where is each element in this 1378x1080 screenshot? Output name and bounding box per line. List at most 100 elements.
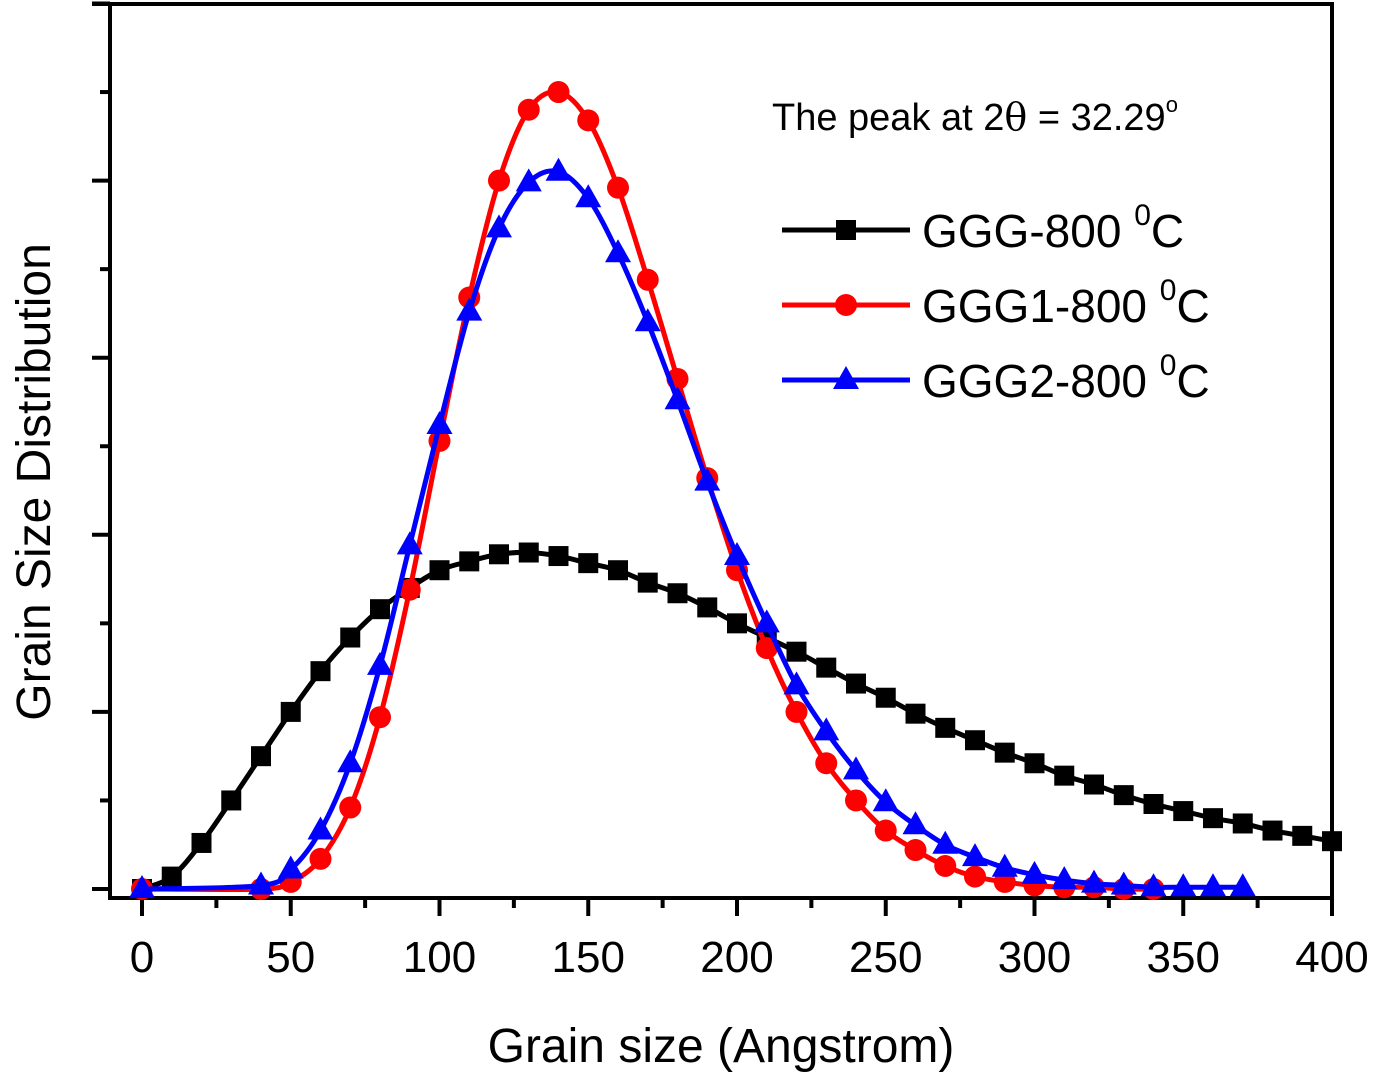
x-axis-title: Grain size (Angstrom)	[488, 1020, 955, 1073]
data-point	[248, 871, 274, 895]
data-point	[1081, 869, 1107, 893]
data-point	[1322, 831, 1342, 852]
legend-degree-sup: 0	[1134, 199, 1151, 232]
data-point	[456, 297, 483, 321]
data-point	[577, 109, 600, 132]
data-point	[935, 717, 956, 738]
data-point	[634, 308, 661, 332]
data-point	[429, 560, 450, 581]
data-point	[815, 752, 838, 775]
data-point	[845, 789, 867, 812]
x-tick-label: 250	[849, 933, 922, 982]
data-point	[575, 184, 602, 208]
data-point	[221, 790, 242, 811]
data-point	[904, 839, 927, 862]
data-point	[755, 637, 778, 660]
theta-symbol: θ	[1004, 95, 1027, 139]
data-point	[962, 843, 988, 867]
x-tick-label: 0	[130, 933, 154, 982]
data-point	[518, 542, 539, 563]
data-point	[545, 157, 572, 181]
data-point	[129, 875, 155, 898]
data-point	[339, 796, 362, 819]
legend-marker	[835, 294, 857, 316]
legend-entry: GGG2-800 0C	[782, 349, 1210, 407]
data-point	[994, 742, 1015, 763]
data-point	[370, 599, 390, 620]
data-point	[964, 865, 986, 888]
data-point	[1140, 873, 1167, 897]
data-point	[637, 572, 658, 593]
data-point	[1110, 871, 1137, 895]
data-point	[1262, 820, 1283, 841]
x-tick-label: 400	[1295, 933, 1368, 982]
x-tick-label: 200	[700, 933, 773, 982]
data-point	[934, 854, 957, 877]
data-point	[813, 717, 840, 741]
data-point	[1084, 774, 1104, 795]
data-point	[340, 627, 361, 648]
data-point	[905, 703, 926, 724]
data-point	[1232, 813, 1253, 834]
data-point	[337, 749, 364, 773]
data-point	[517, 98, 540, 121]
data-point	[489, 544, 509, 565]
legend-label: GGG1-800 0C	[922, 274, 1210, 332]
data-point	[398, 578, 421, 601]
data-point	[1021, 860, 1048, 884]
data-point	[488, 169, 510, 192]
data-point	[307, 816, 334, 840]
data-point	[697, 597, 718, 618]
data-point	[694, 467, 721, 491]
data-point	[902, 811, 929, 835]
data-point	[991, 853, 1018, 877]
legend-label-name: GGG2-800	[922, 355, 1160, 407]
data-point	[843, 756, 869, 780]
series-circle	[131, 81, 1165, 900]
x-tick-label: 350	[1147, 933, 1220, 982]
data-point	[1054, 765, 1075, 786]
y-axis-title: Grain Size Distribution	[8, 243, 61, 721]
data-point	[785, 700, 808, 723]
legend-label-name: GGG-800	[922, 205, 1134, 257]
data-point	[1051, 866, 1078, 890]
data-point	[872, 788, 899, 812]
data-point	[310, 661, 331, 682]
data-point	[548, 546, 569, 567]
axis-ticks: 0 50 100 150 200 250 300 350 400	[92, 1, 1369, 982]
degree-symbol: o	[1166, 92, 1178, 117]
data-point	[426, 410, 453, 434]
data-point	[1113, 785, 1134, 806]
data-point	[607, 176, 629, 199]
data-point	[783, 671, 810, 695]
data-point	[396, 531, 423, 555]
data-point	[816, 657, 837, 678]
legend-degree-sup: 0	[1160, 274, 1177, 307]
data-point	[1292, 825, 1313, 846]
x-tick-label: 100	[403, 933, 476, 982]
data-point	[874, 819, 897, 842]
data-point	[786, 641, 807, 662]
legend-marker	[836, 220, 856, 240]
x-tick-label: 300	[998, 933, 1071, 982]
data-point	[608, 560, 628, 581]
legend-marker	[833, 366, 859, 389]
data-point	[367, 651, 393, 675]
data-point	[846, 673, 866, 694]
series-square	[132, 542, 1342, 899]
legend-entry: GGG1-800 0C	[782, 274, 1210, 332]
data-point	[486, 214, 512, 238]
plot-frame	[108, 2, 1334, 900]
data-point	[605, 239, 631, 263]
data-point	[459, 551, 480, 572]
data-point	[965, 730, 985, 751]
legend-unit: C	[1176, 280, 1209, 332]
data-point	[251, 746, 271, 767]
series-triangle	[129, 157, 1256, 898]
data-point	[1173, 801, 1194, 822]
data-point	[369, 706, 391, 729]
series-group	[129, 81, 1342, 900]
data-point	[753, 609, 780, 633]
